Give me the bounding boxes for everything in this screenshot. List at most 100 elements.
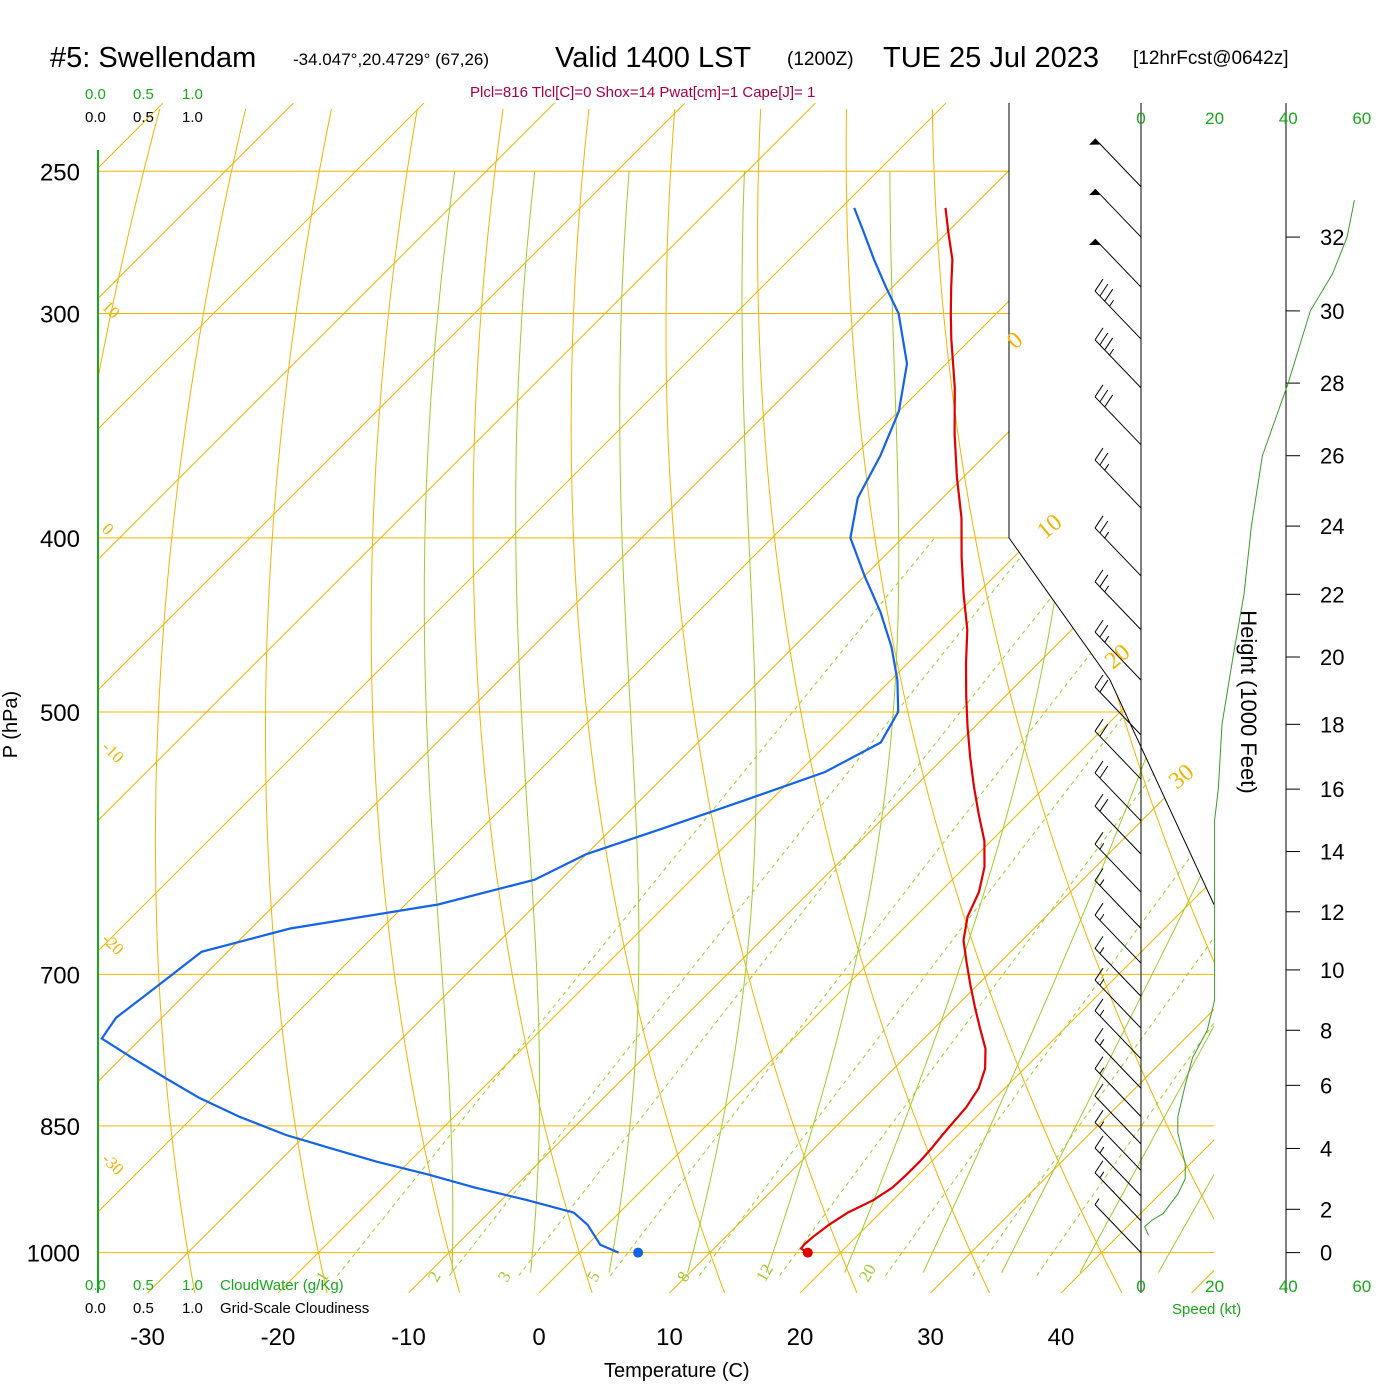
wind-barb-staff	[1094, 686, 1142, 736]
mixing-ratio-line	[448, 537, 1037, 1277]
dry-adiabat	[472, 108, 593, 1293]
wind-barb-flag	[1099, 283, 1109, 297]
station-title: #5: Swellendam	[50, 42, 257, 74]
wind-barb-flag	[1094, 674, 1104, 688]
wind-barb-staff	[1094, 138, 1142, 188]
wind-barb-staff	[1094, 459, 1142, 509]
dry-adiabat	[370, 108, 461, 1293]
wind-barb-half-flag	[1099, 1121, 1105, 1128]
speed-tick-label-bottom: 20	[1205, 1277, 1224, 1296]
valid-date: TUE 25 Jul 2023	[883, 42, 1100, 74]
isotherm-line	[98, 103, 947, 1293]
mixing-ratio-label: 12	[752, 1261, 777, 1285]
wind-barb-half-flag	[1109, 299, 1114, 307]
pressure-tick-label: 400	[40, 526, 80, 553]
wind-barb-half-flag	[1094, 1198, 1100, 1205]
plot-frame	[97, 103, 1215, 1293]
moist-adiabat	[1001, 171, 1214, 1273]
temperature-profile	[799, 207, 987, 1254]
moist-adiabat	[1079, 171, 1214, 1273]
isotherm-label: -30	[98, 1149, 127, 1178]
wind-barb-flag	[1099, 520, 1109, 534]
wind-barb-half-flag	[1099, 1146, 1105, 1154]
speed-tick-label-bottom: 40	[1279, 1277, 1298, 1296]
wind-barb-staff	[1094, 1204, 1142, 1253]
mixing-ratio-label: 8	[673, 1268, 694, 1285]
wind-barb-staff	[1094, 1039, 1142, 1089]
isotherm-line	[277, 103, 1214, 1293]
dry-adiabat	[845, 108, 1123, 1293]
dry-adiabat	[1189, 108, 1214, 1293]
mixing-ratio-label: 20	[855, 1261, 880, 1285]
forecast-info: [12hrFcst@0642z]	[1133, 48, 1289, 69]
wind-barb-flag	[1094, 1056, 1104, 1069]
wind-barb-flag	[1094, 760, 1104, 774]
height-tick-label: 8	[1320, 1018, 1332, 1043]
height-tick-label: 4	[1320, 1136, 1332, 1161]
wind-barb-half-flag	[1099, 842, 1105, 850]
pressure-tick-label: 300	[40, 302, 80, 329]
height-tick-label: 14	[1320, 840, 1344, 865]
isotherm-line	[98, 103, 555, 1293]
moist-adiabat	[608, 171, 640, 1273]
isotherm-line	[98, 103, 164, 1293]
mixing-ratio-line	[518, 537, 1100, 1277]
cloudiness-scale-bottom-1: 0.5	[133, 1300, 154, 1317]
isotherm-line	[98, 103, 1208, 1293]
isotherm-line	[1060, 103, 1214, 1293]
mixing-ratio-label: 2	[424, 1268, 445, 1285]
height-tick-label: 24	[1320, 514, 1344, 539]
wind-barb-half-flag	[1099, 1039, 1105, 1046]
cloudiness-label: Grid-Scale Cloudiness	[220, 1300, 370, 1317]
wind-barb-flag	[1094, 619, 1104, 633]
moist-adiabat	[922, 171, 1214, 1273]
speed-axis-title: Speed (kt)	[1172, 1301, 1242, 1318]
pressure-tick-label: 850	[40, 1114, 80, 1141]
wind-barb-flag	[1099, 574, 1109, 588]
wind-barb-flag	[1094, 967, 1104, 981]
wind-barb-flag	[1104, 288, 1114, 302]
wind-barb-staff	[1094, 1095, 1142, 1145]
cloudwater-scale-bottom-1: 0.5	[133, 1277, 154, 1294]
pressure-tick-label: 250	[40, 159, 80, 186]
wind-barb-half-flag	[1099, 879, 1105, 886]
wind-barb-staff	[1094, 979, 1142, 1029]
surface-dewpoint-dot	[633, 1247, 644, 1258]
wind-barb-flag	[1094, 447, 1104, 461]
wind-barb-staff	[1094, 1147, 1142, 1197]
wind-barb-flag	[1094, 1110, 1104, 1123]
speed-tick-label-top: 60	[1352, 109, 1371, 128]
wind-barb-staff	[1094, 1010, 1142, 1060]
wind-barb-flag	[1094, 1160, 1104, 1174]
temperature-tick-label: 40	[1048, 1324, 1075, 1351]
isotherm-line	[98, 103, 425, 1293]
cloudiness-scale-bottom-2: 1.0	[182, 1300, 203, 1317]
isotherm-label: -20	[98, 929, 127, 958]
wind-barb-flag	[1099, 679, 1109, 693]
dry-adiabat-label: 10	[1032, 509, 1067, 544]
wind-barb-flag	[1094, 384, 1104, 398]
wind-barb-half-flag	[1099, 978, 1105, 986]
wind-barb-flag	[1104, 337, 1114, 351]
height-axis-title: Height (1000 Feet)	[1236, 610, 1261, 794]
height-tick-label: 30	[1320, 299, 1344, 324]
wind-barb-flag	[1094, 998, 1104, 1012]
wind-barb-half-flag	[1099, 1009, 1105, 1017]
wind-barb-flag	[1094, 868, 1104, 881]
speed-tick-label-bottom: 60	[1352, 1277, 1371, 1296]
x-axis-title: Temperature (C)	[604, 1360, 750, 1382]
isotherm-line	[799, 103, 1214, 1293]
wind-barb-staff	[1094, 631, 1142, 681]
wind-barb-flag	[1099, 798, 1109, 812]
dry-adiabat	[265, 108, 332, 1293]
wind-barb-flag	[1099, 332, 1109, 346]
isotherm-line	[930, 103, 1214, 1293]
dry-adiabat-label: 0	[1002, 327, 1028, 355]
wind-barb-staff	[1094, 948, 1142, 997]
cloudwater-scale-top-0: 0.0	[85, 86, 106, 103]
wind-barb-staff	[1094, 880, 1142, 929]
cloudwater-scale-bottom-0: 0.0	[85, 1277, 106, 1294]
mixing-ratio-line	[337, 537, 936, 1277]
cloudwater-scale-top-1: 0.5	[133, 86, 154, 103]
